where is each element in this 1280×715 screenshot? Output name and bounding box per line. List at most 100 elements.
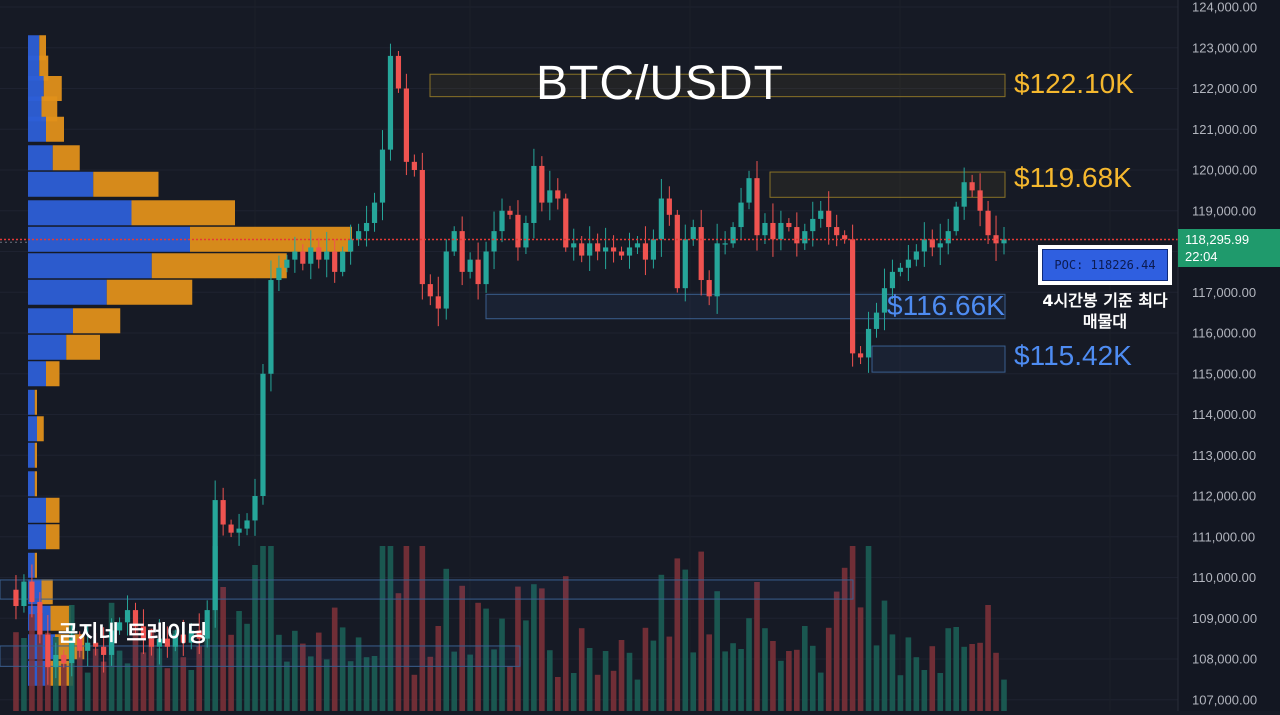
volume-bar [682, 569, 689, 711]
volume-bar [626, 652, 633, 711]
level-zone [871, 345, 1006, 373]
volume-bar [13, 632, 19, 711]
candle-body [403, 88, 409, 162]
y-tick-label: 109,000.00 [1192, 611, 1257, 626]
volume-bar [666, 636, 673, 711]
volume-profile-sell [52, 145, 80, 171]
volume-bar [435, 626, 442, 711]
volume-bar [84, 672, 91, 711]
candle-body [634, 243, 641, 248]
volume-bar [363, 657, 370, 711]
volume-bar [945, 628, 952, 711]
volume-bar [833, 591, 840, 711]
volume-bar [507, 666, 513, 711]
candle-body [164, 638, 170, 647]
volume-bar [276, 634, 282, 711]
volume-bar [650, 640, 657, 711]
volume-bar [586, 648, 593, 711]
level-zone [429, 73, 1006, 98]
volume-profile-buy [28, 442, 35, 468]
volume-bar [379, 546, 386, 711]
candle-body [411, 161, 417, 170]
candle-body [547, 190, 553, 203]
volume-profile-buy [28, 35, 40, 61]
volume-bar [307, 656, 314, 711]
y-tick-label: 115,000.00 [1192, 366, 1256, 381]
candle-body [108, 630, 115, 655]
candle-body [698, 227, 704, 281]
candle-body [818, 210, 824, 219]
candle-body [1001, 239, 1007, 244]
volume-bar [443, 568, 450, 711]
lower-zone [0, 645, 521, 667]
candle-countdown: 22:04 [1185, 249, 1218, 264]
candle-body [762, 222, 768, 236]
candle-body [116, 622, 123, 631]
volume-profile-sell [190, 226, 352, 252]
volume-bar [132, 625, 139, 711]
volume-bar [355, 637, 362, 711]
candle-body [124, 610, 131, 623]
candle-body [674, 214, 680, 289]
volume-bar [786, 651, 792, 711]
y-tick-label: 116,000.00 [1192, 326, 1256, 341]
candle-body [571, 243, 577, 248]
candle-body [865, 328, 872, 358]
volume-bar [969, 644, 975, 711]
current-price-tag[interactable]: 118,295.99 22:04 [1178, 229, 1280, 267]
volume-profile-buy [28, 497, 46, 523]
volume-bar [547, 650, 553, 711]
volume-bar [794, 649, 800, 711]
volume-profile-buy [28, 76, 44, 101]
candle-body [188, 630, 194, 643]
volume-bar [403, 546, 410, 711]
chart-title: BTC/USDT [536, 57, 784, 110]
volume-bar [228, 634, 234, 711]
volume-bar [953, 627, 959, 711]
candle-body [483, 251, 489, 285]
candle-body [93, 642, 99, 647]
candle-body [475, 259, 481, 285]
candle-body [778, 222, 784, 240]
volume-profile-buy [28, 55, 40, 81]
candle-body [539, 165, 545, 203]
volume-bar [634, 679, 641, 711]
volume-bar [92, 648, 99, 711]
candle-body [523, 222, 529, 248]
volume-bar [148, 628, 155, 711]
volume-bar [754, 582, 760, 711]
y-tick-label: 121,000.00 [1192, 122, 1257, 137]
volume-bar [778, 660, 784, 711]
volume-bar [292, 630, 298, 711]
poc-badge[interactable]: POC: 118226.44 [1038, 245, 1172, 285]
volume-bar [849, 546, 856, 711]
volume-bar [284, 661, 290, 711]
candle-body [746, 178, 752, 203]
candle-body [714, 243, 720, 297]
candle-body [268, 280, 274, 374]
candle-body [13, 589, 19, 607]
candle-body [332, 251, 338, 272]
volume-bar [746, 618, 752, 711]
candle-body [499, 210, 505, 232]
volume-bar [658, 574, 665, 711]
volume-bar [730, 643, 736, 711]
volume-bar [188, 670, 195, 711]
volume-bar [802, 626, 808, 711]
volume-bar [244, 623, 250, 711]
volume-bar [37, 613, 43, 711]
volume-bar [252, 565, 258, 711]
volume-bar [475, 602, 481, 711]
volume-profile-sell [73, 308, 121, 334]
candle-body [284, 259, 290, 268]
volume-bar [339, 627, 346, 711]
candle-body [977, 190, 983, 211]
volume-bar [698, 551, 705, 711]
candle-body [419, 170, 425, 285]
candle-body [435, 296, 441, 309]
volume-profile-sell [131, 200, 235, 226]
candle-body [945, 231, 951, 244]
volume-bar [236, 611, 242, 711]
